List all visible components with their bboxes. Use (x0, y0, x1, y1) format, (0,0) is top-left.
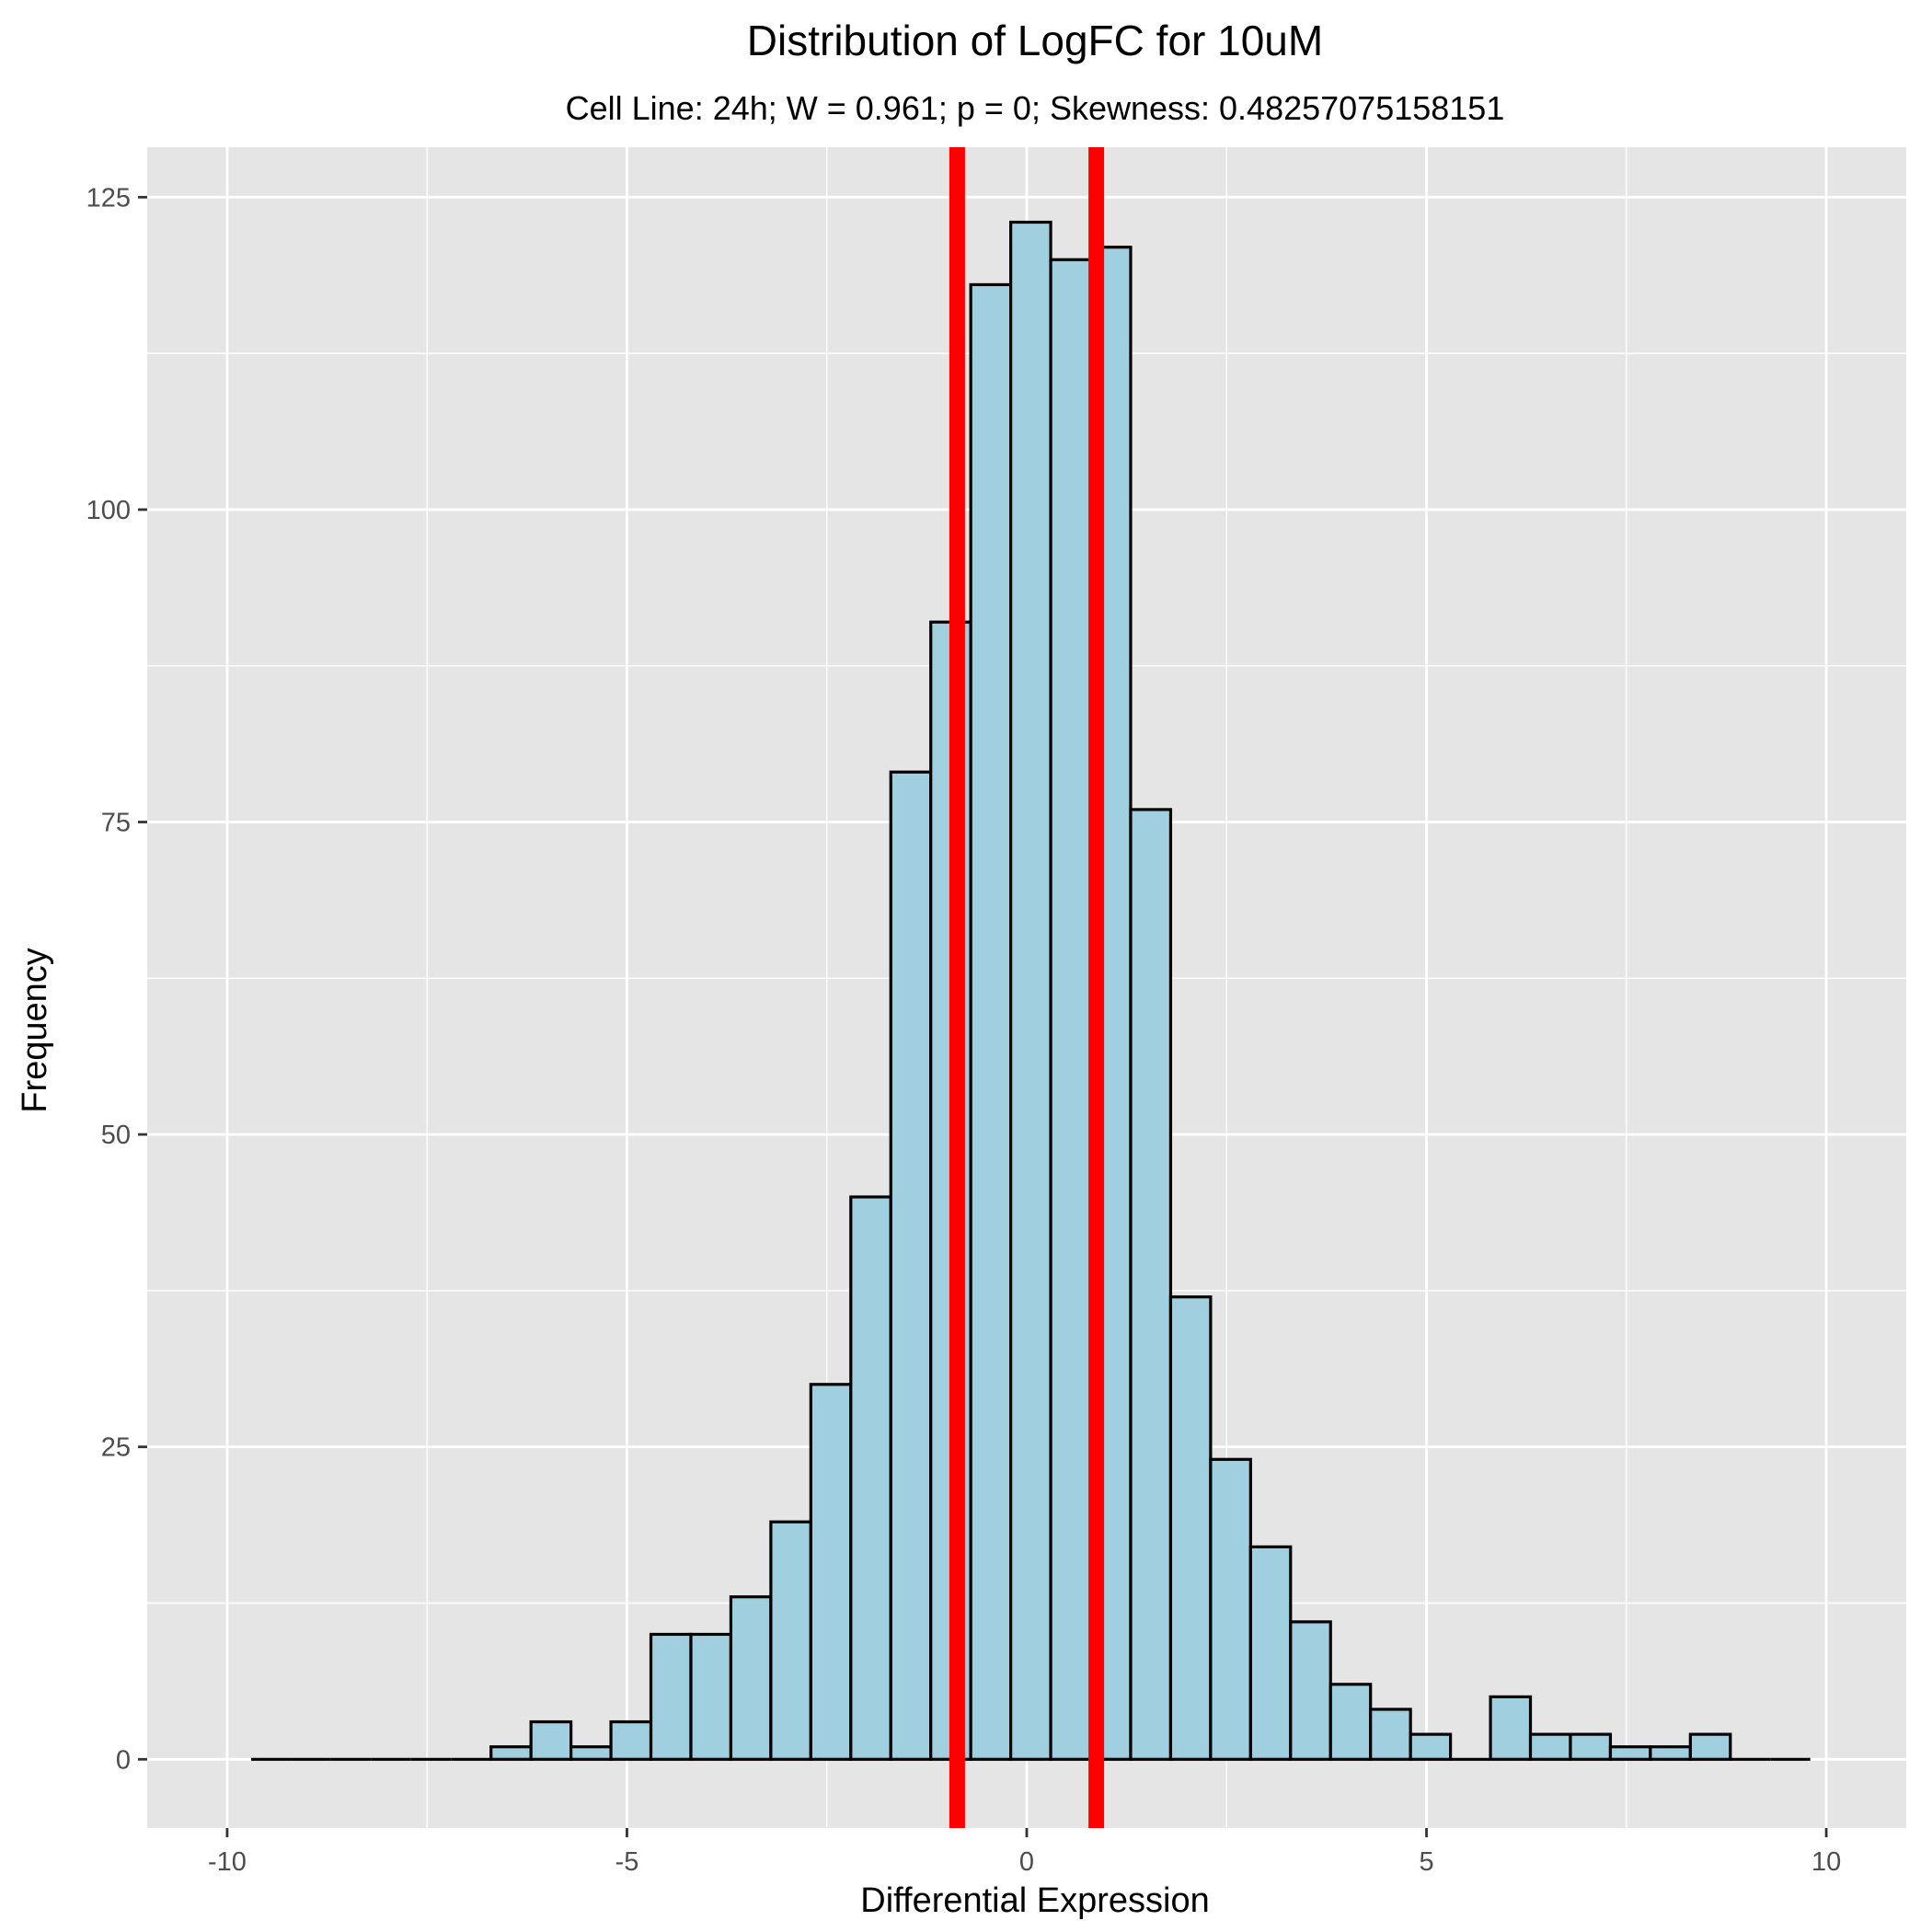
y-tick-label: 100 (86, 496, 131, 525)
x-tick-label: 5 (1419, 1847, 1433, 1877)
chart-subtitle: Cell Line: 24h; W = 0.961; p = 0; Skewne… (566, 89, 1505, 127)
x-tick-label: -5 (615, 1847, 639, 1877)
histogram-bar (649, 1632, 693, 1761)
x-axis-title: Differential Expression (860, 1881, 1209, 1920)
x-tick-label: 0 (1019, 1847, 1034, 1877)
histogram-bar (609, 1719, 653, 1761)
histogram-bar (1209, 1457, 1252, 1761)
histogram-bar (1688, 1732, 1732, 1761)
histogram-bar (1489, 1695, 1533, 1761)
histogram-bar (569, 1745, 613, 1761)
histogram-bar (1649, 1745, 1692, 1761)
histogram-bar (489, 1745, 533, 1761)
histogram-bar (529, 1719, 573, 1761)
histogram-bar (969, 282, 1013, 1761)
y-axis-title: Frequency (16, 948, 54, 1113)
x-tick-label: 10 (1811, 1847, 1841, 1877)
histogram-bar (1528, 1732, 1572, 1761)
chart-title: Distribution of LogFC for 10uM (747, 17, 1323, 64)
threshold-lines (949, 147, 1105, 1828)
histogram-bar (1129, 808, 1173, 1761)
x-tick-label: -10 (208, 1847, 247, 1877)
y-tick-label: 50 (101, 1121, 131, 1150)
histogram-bar (1248, 1545, 1293, 1761)
histogram-bar (1289, 1620, 1332, 1761)
histogram-bar (1409, 1732, 1453, 1761)
histogram-bar (1049, 258, 1093, 1761)
histogram-bar (729, 1595, 773, 1761)
x-axis: -10 -5 0 5 10 (208, 1828, 1841, 1877)
y-tick-label: 25 (101, 1433, 131, 1463)
histogram-bar (1328, 1683, 1373, 1761)
histogram-bar (1608, 1745, 1652, 1761)
histogram-bar (809, 1383, 853, 1761)
histogram-bar (769, 1520, 812, 1761)
histogram-bar (689, 1632, 733, 1761)
y-axis: 0 25 50 75 100 125 (86, 183, 147, 1775)
histogram-bar (889, 770, 933, 1761)
histogram-bar (1009, 220, 1052, 1761)
histogram-bar (1369, 1708, 1412, 1761)
histogram-bar (1569, 1732, 1613, 1761)
histogram-bar (849, 1195, 892, 1761)
histogram-bar (1168, 1295, 1213, 1761)
y-tick-label: 0 (116, 1745, 131, 1775)
y-tick-label: 125 (86, 183, 131, 213)
y-tick-label: 75 (101, 809, 131, 838)
